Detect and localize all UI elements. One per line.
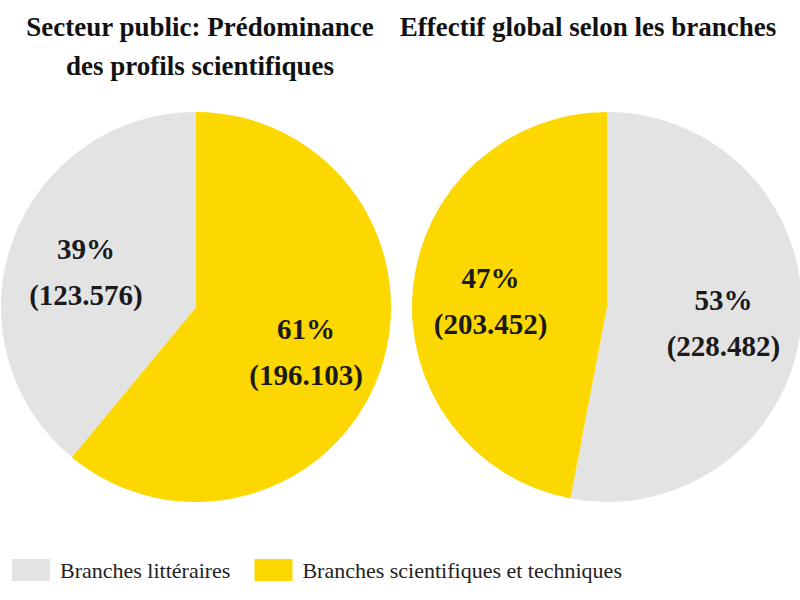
pie-chart: Effectif global selon les branches 53% (22… [400, 12, 800, 502]
data-labels: 53% (228.482) 47% (203.452) [434, 262, 781, 363]
pie-slices [412, 112, 800, 502]
pie-slice [412, 112, 607, 499]
data-label: 53% [694, 284, 752, 316]
pie-slices [1, 112, 391, 502]
data-label: 47% [462, 262, 520, 294]
count-label: (228.482) [667, 330, 781, 363]
data-label: 61% [277, 313, 335, 345]
chart-title: Secteur public: Prédominancedes profils … [26, 12, 373, 81]
data-labels: 61% (196.103) 39% (123.576) [29, 233, 363, 391]
legend-label: Branches littéraires [60, 558, 230, 583]
pie-slice [1, 112, 196, 457]
legend: Branches littéraires Branches scientifiqu… [12, 558, 622, 583]
chart-title: Effectif global selon les branches [400, 12, 776, 42]
pie-chart: Secteur public: Prédominancedes profils … [1, 12, 391, 502]
count-label: (123.576) [29, 279, 143, 312]
chart-canvas: Secteur public: Prédominancedes profils … [0, 0, 800, 600]
count-label: (196.103) [249, 359, 363, 392]
legend-swatch [254, 559, 292, 581]
data-label: 39% [57, 233, 115, 265]
count-label: (203.452) [434, 308, 548, 341]
legend-swatch [12, 559, 50, 581]
legend-label: Branches scientifiques et techniques [302, 558, 622, 583]
